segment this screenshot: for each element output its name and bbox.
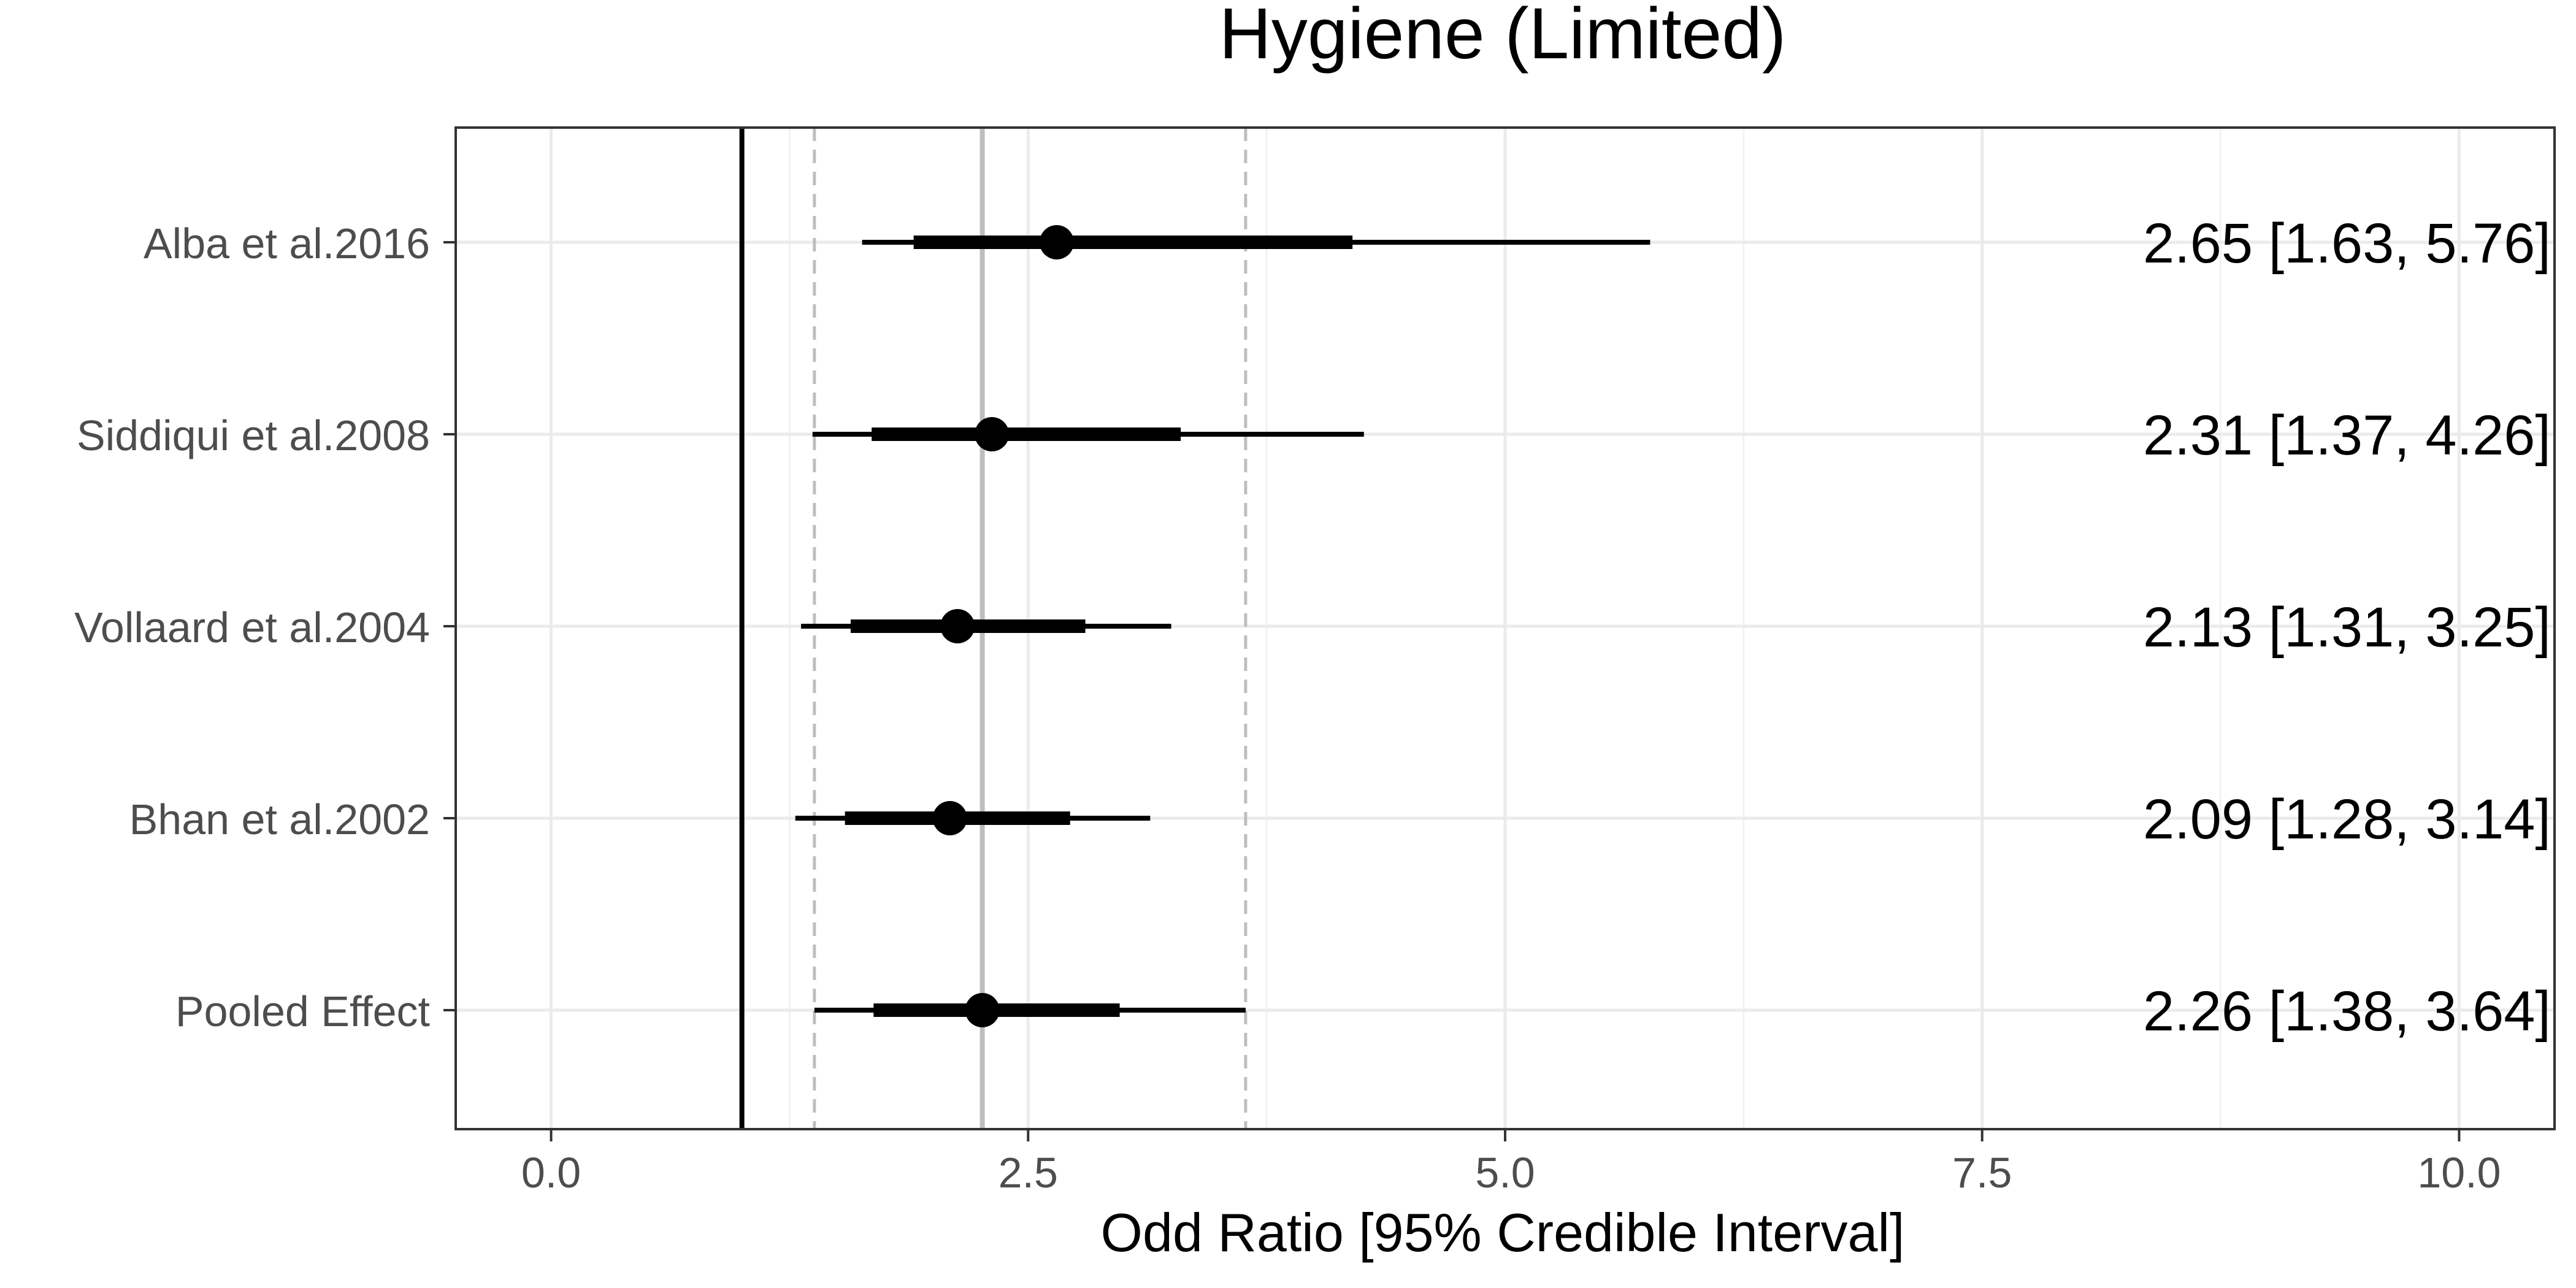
y-tick-label: Bhan et al.2002 [129,795,430,843]
y-tick-label: Alba et al.2016 [144,220,430,267]
x-tick-label: 0.0 [521,1149,581,1197]
y-tick-label: Pooled Effect [175,987,430,1035]
point-estimate [940,609,975,643]
x-tick-label: 10.0 [2417,1149,2501,1197]
estimate-label: 2.26 [1.38, 3.64] [2143,980,2551,1043]
x-axis-title: Odd Ratio [95% Credible Interval] [1101,1202,1905,1263]
estimate-label: 2.31 [1.37, 4.26] [2143,404,2551,467]
y-tick-label: Siddiqui et al.2008 [77,412,430,459]
x-tick-label: 2.5 [999,1149,1058,1197]
x-tick-label: 7.5 [1952,1149,2012,1197]
estimate-label: 2.65 [1.63, 5.76] [2143,212,2551,275]
point-estimate [1039,225,1074,259]
estimate-label: 2.13 [1.31, 3.25] [2143,596,2551,659]
point-estimate [965,993,1000,1027]
chart-title: Hygiene (Limited) [1219,0,1787,74]
point-estimate [932,801,967,835]
point-estimate [975,417,1010,451]
x-tick-label: 5.0 [1475,1149,1535,1197]
marks-layer: 2.65 [1.63, 5.76] 2.31 [1.37, 4.26] 2.13 [… [795,212,2551,1043]
y-tick-label: Vollaard et al.2004 [74,604,430,651]
estimate-label: 2.09 [1.28, 3.14] [2143,788,2551,851]
axis-layer: Alba et al.2016 Siddiqui et al.2008 Vollaa… [74,220,2501,1197]
